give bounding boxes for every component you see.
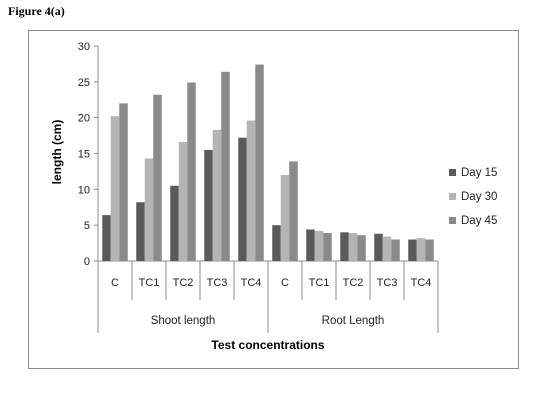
bar: [212, 129, 222, 261]
y-tick-label: 5: [84, 220, 90, 232]
bar: [306, 229, 315, 261]
figure-label: Figure 4(a): [8, 4, 65, 18]
x-tick-label: TC1: [309, 277, 330, 289]
bar: [246, 120, 256, 262]
bar: [272, 225, 281, 261]
x-tick-label: TC2: [343, 277, 364, 289]
bar: [323, 233, 332, 261]
x-axis-title: Test concentrations: [211, 338, 324, 352]
bar: [289, 161, 298, 261]
bar: [221, 71, 230, 261]
legend-swatch: [449, 169, 456, 176]
bar: [238, 137, 247, 261]
bar: [408, 239, 417, 261]
legend: Day 15 Day 30 Day 45: [449, 167, 497, 227]
legend-swatch: [449, 217, 456, 224]
bar: [340, 232, 349, 261]
bar: [178, 142, 188, 261]
y-tick-label: 30: [78, 41, 90, 53]
bar: [416, 238, 426, 261]
legend-label: Day 30: [461, 191, 497, 203]
axes: [94, 45, 439, 333]
bar: [144, 158, 154, 261]
bar: [102, 215, 111, 261]
x-tick-label: C: [111, 277, 119, 289]
y-axis-title: length (cm): [50, 120, 64, 185]
x-tick-label: TC3: [377, 277, 398, 289]
y-tick-label: 0: [84, 256, 90, 268]
category-labels: Shoot length Root Length C TC1 TC2 TC3 TC4 C TC1…: [111, 277, 431, 327]
bar: [357, 235, 366, 261]
bars: [102, 64, 434, 262]
bar: [382, 236, 392, 261]
bar: [391, 239, 400, 261]
group-label: Shoot length: [151, 315, 216, 327]
x-tick-label: C: [281, 277, 289, 289]
bar: [136, 202, 145, 261]
bar: [170, 185, 179, 261]
group-label: Root Length: [322, 315, 385, 327]
y-tick-label: 15: [78, 149, 90, 161]
bar: [374, 233, 383, 261]
x-tick-label: TC1: [139, 277, 160, 289]
x-tick-label: TC3: [207, 277, 228, 289]
chart-frame: [28, 30, 519, 369]
legend-label: Day 15: [461, 167, 497, 179]
bar: [348, 233, 358, 261]
x-tick-label: TC2: [173, 277, 194, 289]
y-tick-label: 20: [78, 113, 90, 125]
y-tick-label: 25: [78, 77, 90, 89]
bar: [153, 94, 162, 261]
legend-swatch: [449, 193, 456, 200]
legend-label: Day 45: [461, 215, 497, 227]
bar: [425, 239, 434, 261]
x-tick-label: TC4: [241, 277, 262, 289]
bar: [187, 82, 196, 261]
bar: [255, 64, 264, 261]
bar: [204, 149, 213, 261]
bar: [280, 175, 290, 261]
bar: [110, 116, 120, 261]
tick-labels: 0 5 10 15 20 25 30: [78, 41, 90, 268]
bar: [314, 230, 324, 261]
y-tick-label: 10: [78, 184, 90, 196]
bar: [119, 103, 128, 261]
x-tick-label: TC4: [411, 277, 432, 289]
